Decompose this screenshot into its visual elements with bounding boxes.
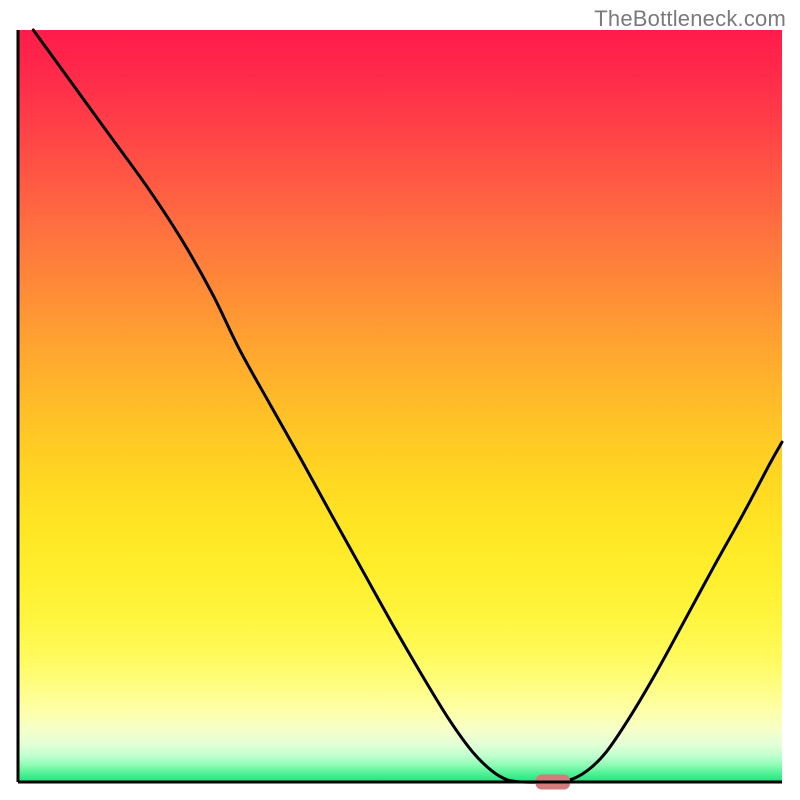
bottleneck-chart [0,0,800,800]
plot-background [18,30,782,782]
watermark-text: TheBottleneck.com [594,6,786,32]
